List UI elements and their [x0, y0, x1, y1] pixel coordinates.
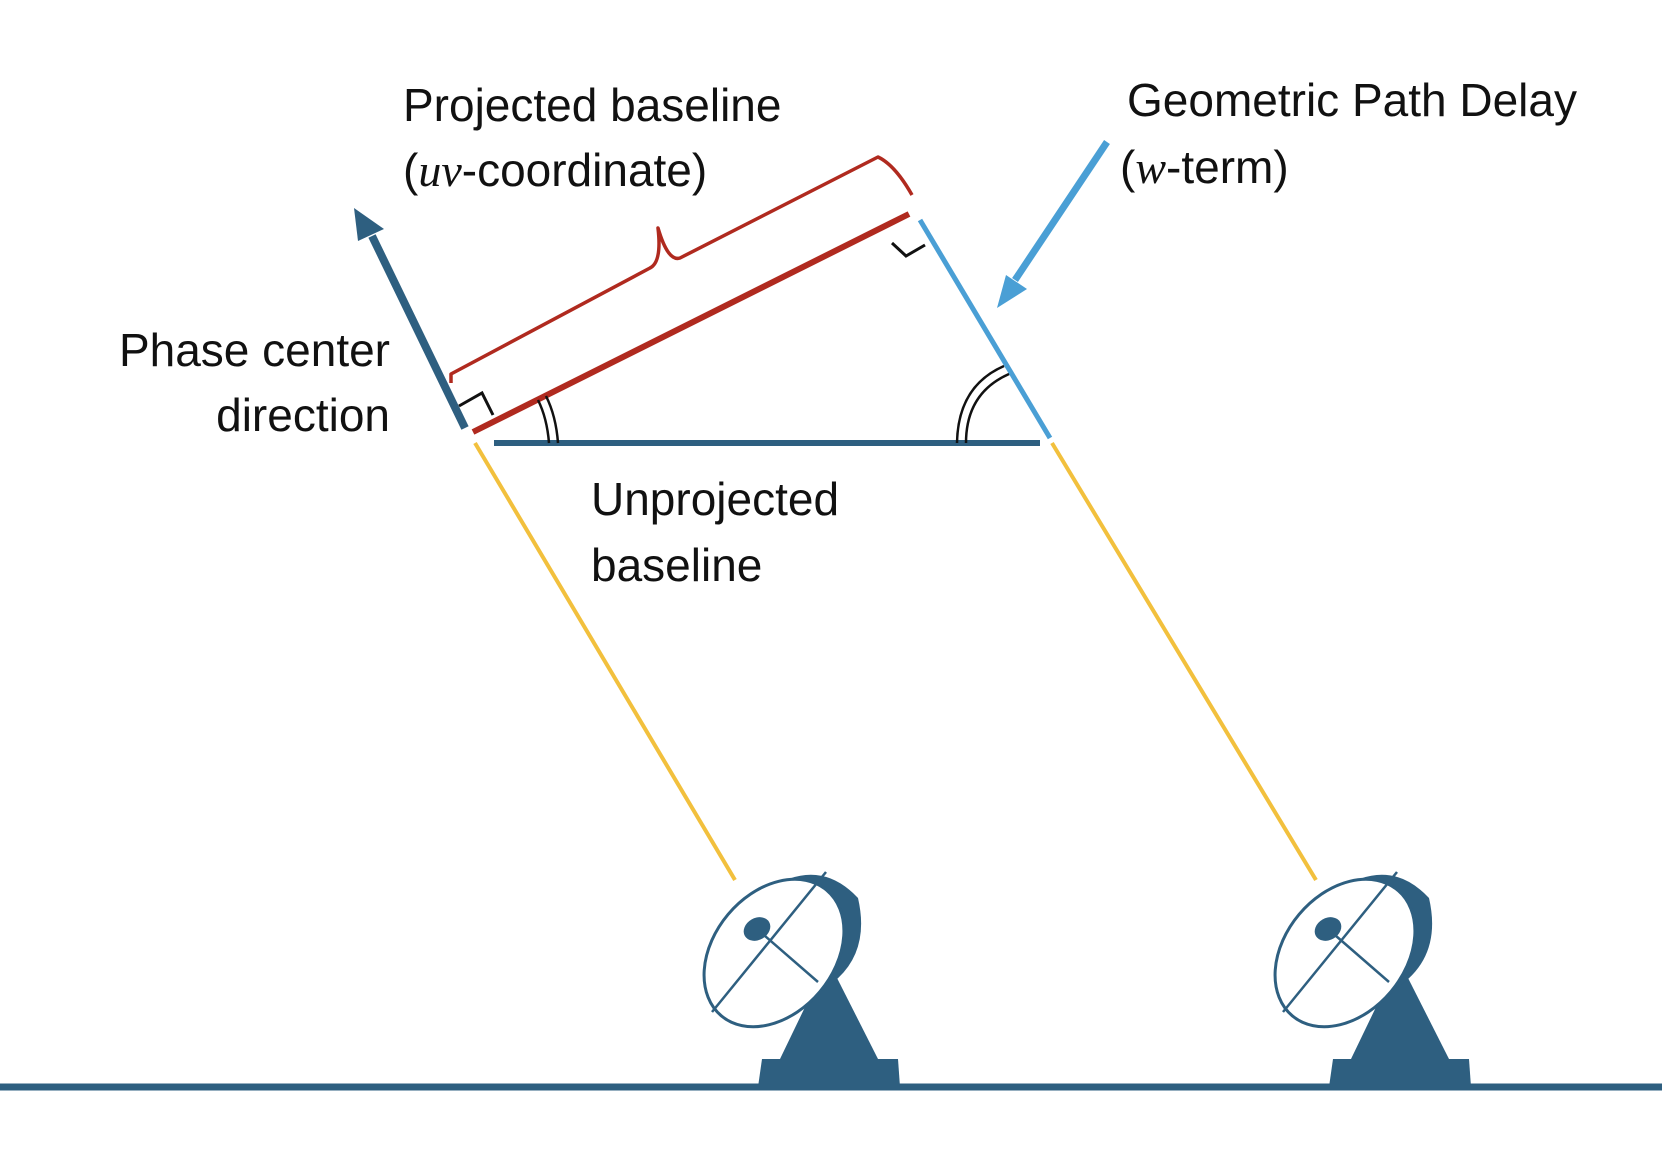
geometric-path-delay-label: Geometric Path Delay [1127, 74, 1577, 126]
w-term-label: (w-term) [1120, 141, 1289, 193]
signal-ray-left [473, 441, 737, 882]
right-angle-mark-left [458, 390, 495, 416]
w-term-line [917, 218, 1053, 440]
antenna-right [1273, 871, 1471, 1087]
angle-arc-right [955, 364, 1010, 444]
projected-baseline-line [471, 211, 911, 435]
phase-direction-label: direction [216, 389, 390, 441]
phase-center-label: Phase center [119, 324, 390, 376]
antenna-left [702, 871, 900, 1087]
uv-coordinate-label: (uv-coordinate) [403, 144, 707, 196]
projected-baseline-brace [449, 155, 914, 383]
phase-center-arrow [354, 208, 469, 430]
w-term-pointer-arrow [997, 140, 1110, 308]
unprojected-baseline-label: baseline [591, 539, 762, 591]
angle-arc-left [536, 395, 560, 444]
unprojected-label: Unprojected [591, 473, 839, 525]
projected-baseline-label: Projected baseline [403, 79, 781, 131]
right-angle-mark-top [890, 241, 926, 258]
signal-ray-right [1050, 441, 1318, 882]
